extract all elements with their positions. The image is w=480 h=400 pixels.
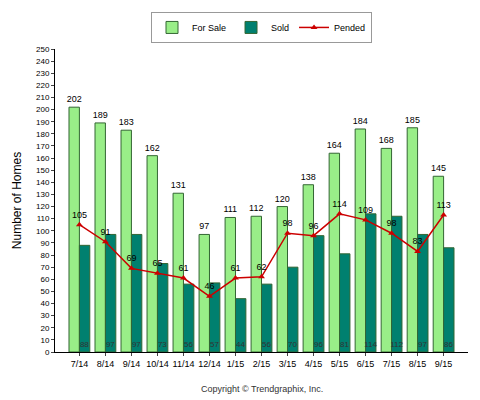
svg-text:98: 98 [283,218,293,228]
svg-text:12/14: 12/14 [198,359,221,369]
svg-text:168: 168 [379,135,394,145]
svg-text:88: 88 [80,340,89,349]
svg-text:96: 96 [309,221,319,231]
svg-text:20: 20 [40,324,49,333]
svg-text:184: 184 [353,116,368,126]
svg-text:30: 30 [40,311,49,320]
svg-text:190: 190 [36,118,50,127]
svg-text:3/15: 3/15 [279,359,297,369]
svg-text:8/15: 8/15 [409,359,427,369]
svg-text:110: 110 [37,214,50,223]
svg-text:112: 112 [390,340,403,349]
svg-text:For Sale: For Sale [192,23,226,33]
svg-text:120: 120 [275,194,290,204]
svg-text:44: 44 [236,340,245,349]
svg-text:160: 160 [36,154,50,163]
svg-text:97: 97 [418,340,427,349]
svg-text:140: 140 [36,178,50,187]
svg-text:Pended: Pended [334,23,365,33]
svg-text:105: 105 [72,210,87,220]
svg-text:6/15: 6/15 [357,359,375,369]
svg-text:4/15: 4/15 [305,359,323,369]
svg-text:98: 98 [387,218,397,228]
svg-text:150: 150 [36,166,50,175]
svg-text:170: 170 [36,142,50,151]
svg-text:113: 113 [436,200,450,210]
svg-text:61: 61 [178,263,188,273]
svg-text:70: 70 [288,340,297,349]
svg-text:97: 97 [199,221,209,231]
svg-text:97: 97 [132,340,141,349]
svg-text:61: 61 [230,263,240,273]
svg-text:Sold: Sold [271,23,289,33]
svg-text:120: 120 [36,202,50,211]
svg-text:62: 62 [256,262,266,272]
svg-text:10/14: 10/14 [146,359,169,369]
svg-text:Number of Homes: Number of Homes [10,152,24,249]
svg-text:180: 180 [36,130,50,139]
svg-text:65: 65 [152,258,162,268]
svg-text:189: 189 [93,110,108,120]
svg-text:100: 100 [36,227,50,236]
svg-text:230: 230 [36,69,50,78]
svg-text:46: 46 [204,281,214,291]
svg-text:114: 114 [332,199,346,209]
svg-text:202: 202 [67,94,82,104]
svg-text:11/14: 11/14 [173,359,195,369]
svg-text:83: 83 [413,236,423,246]
svg-text:56: 56 [184,340,193,349]
svg-text:138: 138 [301,172,316,182]
svg-text:7/14: 7/14 [71,359,89,369]
svg-text:Copyright © Trendgraphix, Inc.: Copyright © Trendgraphix, Inc. [201,384,323,394]
svg-text:109: 109 [358,205,373,215]
svg-text:240: 240 [36,57,50,66]
svg-text:0: 0 [45,348,50,357]
svg-text:97: 97 [106,340,115,349]
svg-text:9/15: 9/15 [435,359,453,369]
svg-text:131: 131 [171,180,186,190]
svg-text:1/15: 1/15 [227,359,245,369]
svg-text:73: 73 [158,340,167,349]
svg-text:162: 162 [145,143,160,153]
svg-text:164: 164 [327,140,342,150]
svg-text:112: 112 [249,203,263,213]
svg-text:91: 91 [100,227,110,237]
svg-text:185: 185 [405,115,420,125]
svg-text:5/15: 5/15 [331,359,349,369]
svg-text:40: 40 [40,299,49,308]
svg-text:250: 250 [36,45,50,54]
svg-text:80: 80 [40,251,49,260]
svg-text:7/15: 7/15 [383,359,401,369]
svg-text:145: 145 [431,163,446,173]
svg-text:200: 200 [36,105,50,114]
svg-text:183: 183 [119,117,134,127]
svg-text:220: 220 [36,81,50,90]
svg-text:69: 69 [126,253,136,263]
svg-text:56: 56 [262,340,271,349]
svg-text:9/14: 9/14 [123,359,141,369]
svg-text:50: 50 [40,287,49,296]
svg-text:10: 10 [40,336,49,345]
svg-text:8/14: 8/14 [97,359,115,369]
svg-text:111: 111 [223,204,237,214]
svg-text:81: 81 [340,340,349,349]
svg-text:70: 70 [40,263,49,272]
svg-text:210: 210 [36,93,50,102]
svg-text:57: 57 [210,340,219,349]
svg-text:2/15: 2/15 [253,359,271,369]
svg-text:96: 96 [314,340,323,349]
svg-text:90: 90 [40,239,49,248]
svg-text:130: 130 [36,190,50,199]
svg-text:60: 60 [40,275,49,284]
svg-text:114: 114 [364,340,377,349]
svg-text:86: 86 [444,340,453,349]
